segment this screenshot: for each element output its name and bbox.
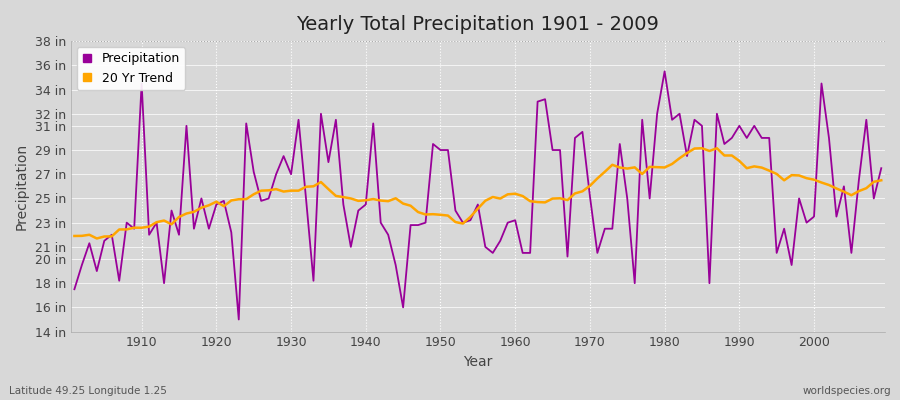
Precipitation <box>876 166 886 170</box>
Precipitation <box>509 218 520 223</box>
X-axis label: Year: Year <box>464 355 492 369</box>
20 Yr Trend <box>518 194 528 198</box>
20 Yr Trend <box>712 146 723 151</box>
Legend: Precipitation, 20 Yr Trend: Precipitation, 20 Yr Trend <box>76 47 185 90</box>
Precipitation <box>346 244 356 249</box>
Text: worldspecies.org: worldspecies.org <box>803 386 891 396</box>
Precipitation <box>129 226 140 231</box>
20 Yr Trend <box>301 184 311 189</box>
Precipitation <box>301 196 311 201</box>
Y-axis label: Precipitation: Precipitation <box>15 143 29 230</box>
Precipitation <box>233 317 244 322</box>
Precipitation <box>518 250 528 255</box>
Precipitation <box>69 287 80 292</box>
Line: Precipitation: Precipitation <box>75 71 881 320</box>
20 Yr Trend <box>136 225 147 230</box>
20 Yr Trend <box>92 236 103 241</box>
20 Yr Trend <box>607 162 617 167</box>
Text: Latitude 49.25 Longitude 1.25: Latitude 49.25 Longitude 1.25 <box>9 386 166 396</box>
Line: 20 Yr Trend: 20 Yr Trend <box>75 148 881 238</box>
20 Yr Trend <box>509 191 520 196</box>
Title: Yearly Total Precipitation 1901 - 2009: Yearly Total Precipitation 1901 - 2009 <box>296 15 660 34</box>
Precipitation <box>659 69 670 74</box>
20 Yr Trend <box>69 234 80 238</box>
20 Yr Trend <box>876 178 886 183</box>
20 Yr Trend <box>346 196 356 201</box>
Precipitation <box>607 226 617 231</box>
